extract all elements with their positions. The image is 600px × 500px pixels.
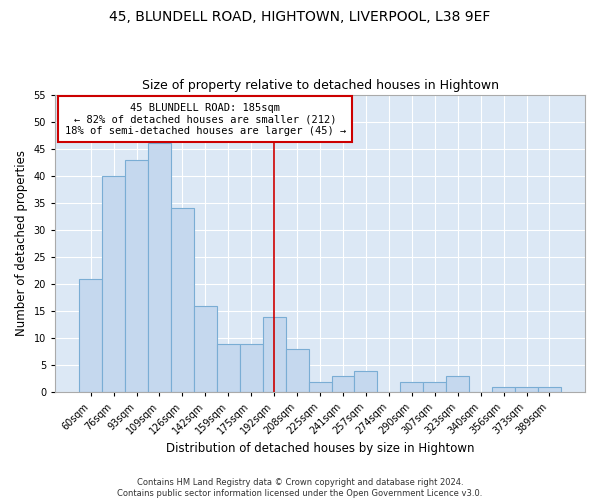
Bar (308, 382, 332, 392)
Bar (538, 387, 561, 392)
Text: 45 BLUNDELL ROAD: 185sqm
← 82% of detached houses are smaller (212)
18% of semi-: 45 BLUNDELL ROAD: 185sqm ← 82% of detach… (65, 102, 346, 136)
X-axis label: Distribution of detached houses by size in Hightown: Distribution of detached houses by size … (166, 442, 474, 455)
Bar (515, 387, 538, 392)
Bar (240, 344, 263, 392)
Bar (148, 144, 171, 392)
Bar (332, 376, 355, 392)
Bar (79, 278, 102, 392)
Bar (102, 176, 125, 392)
Bar (400, 382, 423, 392)
Text: 45, BLUNDELL ROAD, HIGHTOWN, LIVERPOOL, L38 9EF: 45, BLUNDELL ROAD, HIGHTOWN, LIVERPOOL, … (109, 10, 491, 24)
Text: Contains HM Land Registry data © Crown copyright and database right 2024.
Contai: Contains HM Land Registry data © Crown c… (118, 478, 482, 498)
Y-axis label: Number of detached properties: Number of detached properties (15, 150, 28, 336)
Bar (263, 316, 286, 392)
Bar (286, 349, 308, 393)
Bar (125, 160, 148, 392)
Bar (492, 387, 515, 392)
Bar (217, 344, 240, 392)
Bar (355, 371, 377, 392)
Title: Size of property relative to detached houses in Hightown: Size of property relative to detached ho… (142, 79, 499, 92)
Bar (171, 208, 194, 392)
Bar (194, 306, 217, 392)
Bar (423, 382, 446, 392)
Bar (446, 376, 469, 392)
